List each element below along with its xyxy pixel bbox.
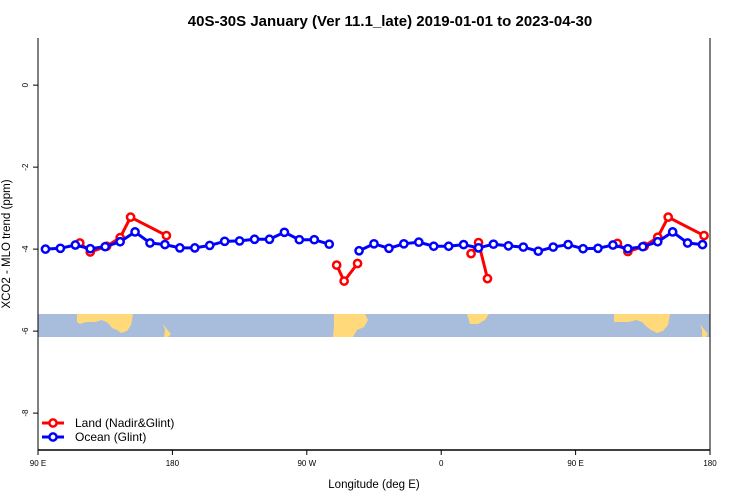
data-point [503, 240, 514, 251]
data-point [160, 239, 170, 250]
data-point [458, 239, 469, 250]
data-point [578, 243, 588, 254]
data-point [482, 273, 493, 284]
x-axis-label: Longitude (deg E) [328, 479, 420, 491]
x-tick-label: 90 E [30, 459, 46, 468]
chart-title: 40S-30S January (Ver 11.1_late) 2019-01-… [188, 13, 592, 30]
data-point [533, 246, 544, 257]
data-point [339, 276, 349, 286]
data-point [593, 243, 603, 254]
data-point [145, 238, 155, 248]
axes: 90 E 180 90 W 0 90 E 180 0 -2 -4 -6 -8 [21, 38, 717, 468]
data-point [309, 234, 320, 245]
x-tick-label: 180 [166, 459, 180, 468]
data-point [189, 243, 200, 253]
data-point [279, 227, 290, 238]
y-tick-label: -2 [21, 163, 30, 171]
data-point [219, 236, 230, 247]
y-tick-label: 0 [21, 82, 30, 87]
data-point [234, 236, 245, 246]
data-point [413, 237, 424, 248]
y-tick-label: -4 [21, 245, 30, 253]
data-point [699, 230, 709, 241]
data-point [428, 241, 439, 252]
data-point [70, 240, 81, 250]
y-tick-label: -8 [21, 409, 30, 417]
data-point [40, 244, 51, 254]
data-point [130, 227, 140, 237]
data-point [623, 243, 633, 254]
legend-marker [48, 432, 58, 442]
data-point [637, 241, 648, 252]
data-point [369, 238, 379, 249]
data-point [652, 236, 663, 247]
data-point [161, 230, 172, 241]
series-ocean-glint- [40, 227, 708, 257]
data-point [518, 242, 529, 252]
data-point [324, 239, 335, 250]
background-map [38, 314, 710, 337]
land-shape [467, 314, 489, 324]
data-point [399, 238, 409, 249]
y-tick-label: -6 [21, 327, 30, 335]
land-shape [614, 314, 670, 333]
data-point [264, 234, 275, 245]
x-tick-label: 90 W [297, 459, 316, 468]
plot-area [40, 212, 709, 286]
land-shape [700, 324, 708, 337]
data-point [563, 239, 573, 250]
ocean-band [38, 314, 710, 337]
data-point [443, 241, 454, 252]
data-point [667, 227, 678, 237]
y-axis-label: XCO2 - MLO trend (ppm) [1, 179, 13, 308]
data-point [608, 240, 618, 250]
data-point [100, 241, 111, 252]
data-point [204, 240, 215, 251]
data-point [249, 234, 260, 245]
data-point [548, 242, 559, 252]
land-shape [77, 314, 133, 333]
data-point [175, 243, 185, 253]
data-point [115, 236, 125, 247]
data-point [352, 258, 363, 269]
x-tick-label: 90 E [567, 459, 583, 468]
data-point [354, 245, 364, 256]
data-point [682, 238, 693, 248]
data-point [697, 239, 708, 250]
data-point [125, 212, 136, 222]
x-tick-label: 0 [439, 459, 444, 468]
data-point [331, 260, 342, 270]
data-point [85, 243, 96, 254]
data-point [294, 234, 305, 245]
legend: Land (Nadir&Glint)Ocean (Glint) [42, 416, 174, 444]
data-point [384, 243, 394, 254]
land-shape [333, 314, 368, 337]
data-point [488, 239, 499, 250]
x-tick-label: 180 [703, 459, 717, 468]
data-point [473, 243, 484, 253]
legend-label: Ocean (Glint) [75, 430, 146, 444]
legend-marker [48, 418, 58, 428]
data-point [466, 248, 476, 259]
data-point [55, 243, 66, 254]
land-shape [163, 324, 171, 337]
legend-label: Land (Nadir&Glint) [75, 416, 174, 430]
data-point [663, 212, 674, 222]
